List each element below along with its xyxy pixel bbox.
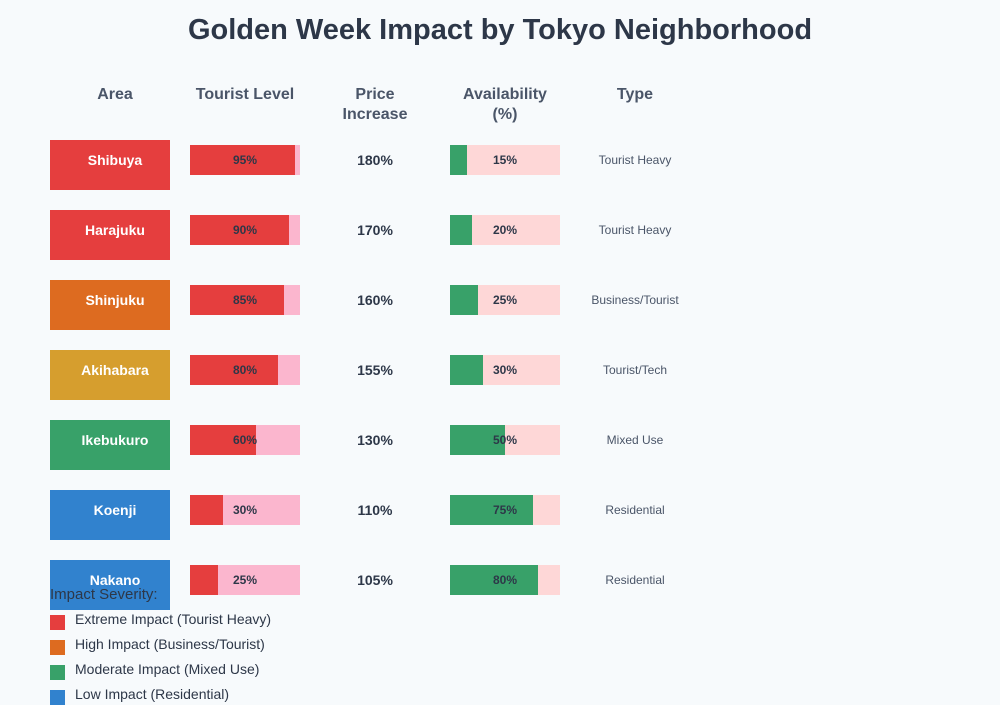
header-price-increase: Price Increase [342,86,408,123]
availability-label: 50% [492,433,518,447]
availability-fill [450,495,533,525]
area-type: Mixed Use [606,433,664,447]
chart-title: Golden Week Impact by Tokyo Neighborhood [187,14,813,46]
legend-title: Impact Severity: [50,586,158,603]
area-type: Residential [605,503,665,517]
price-increase: 130% [357,432,393,448]
area-type: Tourist Heavy [598,153,672,167]
availability-bar: 80% [450,565,560,595]
area-type: Tourist/Tech [602,363,668,377]
availability-bar: 50% [450,425,560,455]
availability-label: 15% [492,153,518,167]
legend-label: Low Impact (Residential) [75,686,230,702]
header-area: Area [97,86,133,103]
price-increase: 180% [357,152,393,168]
availability-label: 80% [492,573,518,587]
legend-swatch [50,665,65,680]
tourist-level-fill [190,145,295,175]
area-label: Shibuya [50,140,170,190]
tourist-level-bar: 25% [190,565,300,595]
tourist-level-label: 95% [232,153,258,167]
availability-fill [450,565,538,595]
area-type: Business/Tourist [591,293,679,307]
tourist-level-bar: 30% [190,495,300,525]
area-label: Koenji [50,490,170,540]
tourist-level-fill [190,495,223,525]
area-type: Residential [605,573,665,587]
tourist-level-fill [190,285,284,315]
area-label: Shinjuku [50,280,170,330]
availability-bar: 30% [450,355,560,385]
tourist-level-bar: 90% [190,215,300,245]
area-type: Tourist Heavy [598,223,672,237]
area-label: Nakano [50,560,170,610]
legend-swatch [50,690,65,705]
tourist-level-bar: 95% [190,145,300,175]
availability-fill [450,215,472,245]
price-increase: 155% [357,362,393,378]
availability-bar: 15% [450,145,560,175]
area-label: Akihabara [50,350,170,400]
availability-bar: 20% [450,215,560,245]
area-label: Ikebukuro [50,420,170,470]
tourist-level-bar: 60% [190,425,300,455]
availability-bar: 75% [450,495,560,525]
availability-fill [450,285,478,315]
tourist-level-label: 85% [232,293,258,307]
area-label: Harajuku [50,210,170,260]
legend-label: Moderate Impact (Mixed Use) [75,661,260,677]
price-increase: 170% [357,222,393,238]
tourist-level-label: 30% [232,503,258,517]
tourist-level-bar: 80% [190,355,300,385]
legend-swatch [50,640,65,655]
tourist-level-bar: 85% [190,285,300,315]
tourist-level-label: 90% [232,223,258,237]
price-increase: 110% [357,502,393,518]
tourist-level-fill [190,215,289,245]
legend-swatch [50,615,65,630]
legend-label: Extreme Impact (Tourist Heavy) [75,611,272,627]
tourist-level-fill [190,565,218,595]
tourist-level-fill [190,355,278,385]
availability-fill [450,355,483,385]
availability-label: 75% [492,503,518,517]
availability-label: 20% [492,223,518,237]
price-increase: 105% [357,572,393,588]
legend-label: High Impact (Business/Tourist) [75,636,265,652]
availability-label: 25% [492,293,518,307]
tourist-level-fill [190,425,256,455]
tourist-level-label: 25% [232,573,258,587]
tourist-level-label: 60% [232,433,258,447]
availability-label: 30% [492,363,518,377]
header-tourist-level: Tourist Level [195,86,295,103]
availability-fill [450,425,505,455]
availability-bar: 25% [450,285,560,315]
header-type: Type [616,86,654,103]
tourist-level-label: 80% [232,363,258,377]
price-increase: 160% [357,292,393,308]
availability-fill [450,145,467,175]
header-availability: Availability (%) [463,86,547,123]
